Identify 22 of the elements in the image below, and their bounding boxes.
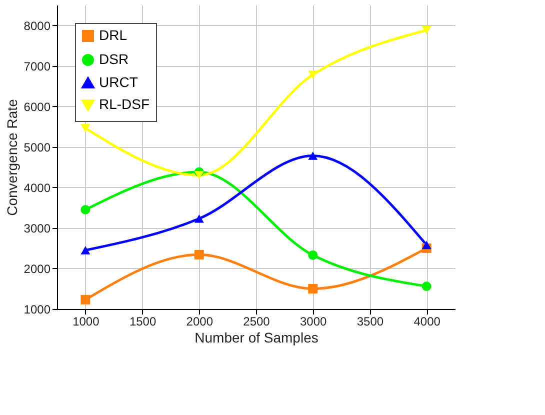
legend-label: DSR [99,51,129,67]
y-axis-title: Convergence Rate [4,98,20,216]
point [308,284,318,294]
y-tick-label: 3000 [24,221,51,236]
x-axis-title: Number of Samples [194,330,318,346]
y-tick-label: 7000 [24,59,51,74]
y-tick-label: 6000 [24,100,51,114]
y-tick-label: 4000 [24,180,51,195]
x-tick-label: 2000 [186,314,214,328]
y-tick-label: 1000 [24,302,51,316]
legend-label: RL-DSF [99,96,150,112]
x-tick-label: 3500 [356,314,384,328]
x-tick-label: 2500 [243,314,270,328]
x-tick-label: 4000 [414,314,441,328]
x-tick-label: 3000 [300,314,328,328]
y-tick-label: 8000 [24,18,51,33]
legend-label: DRL [99,27,128,43]
y-tick-label: 2000 [24,262,51,276]
x-tick-label: 1000 [72,314,100,328]
legend-label: URCT [99,74,138,90]
y-tick-label: 5000 [24,140,51,154]
x-tick-label: 1500 [129,314,156,328]
